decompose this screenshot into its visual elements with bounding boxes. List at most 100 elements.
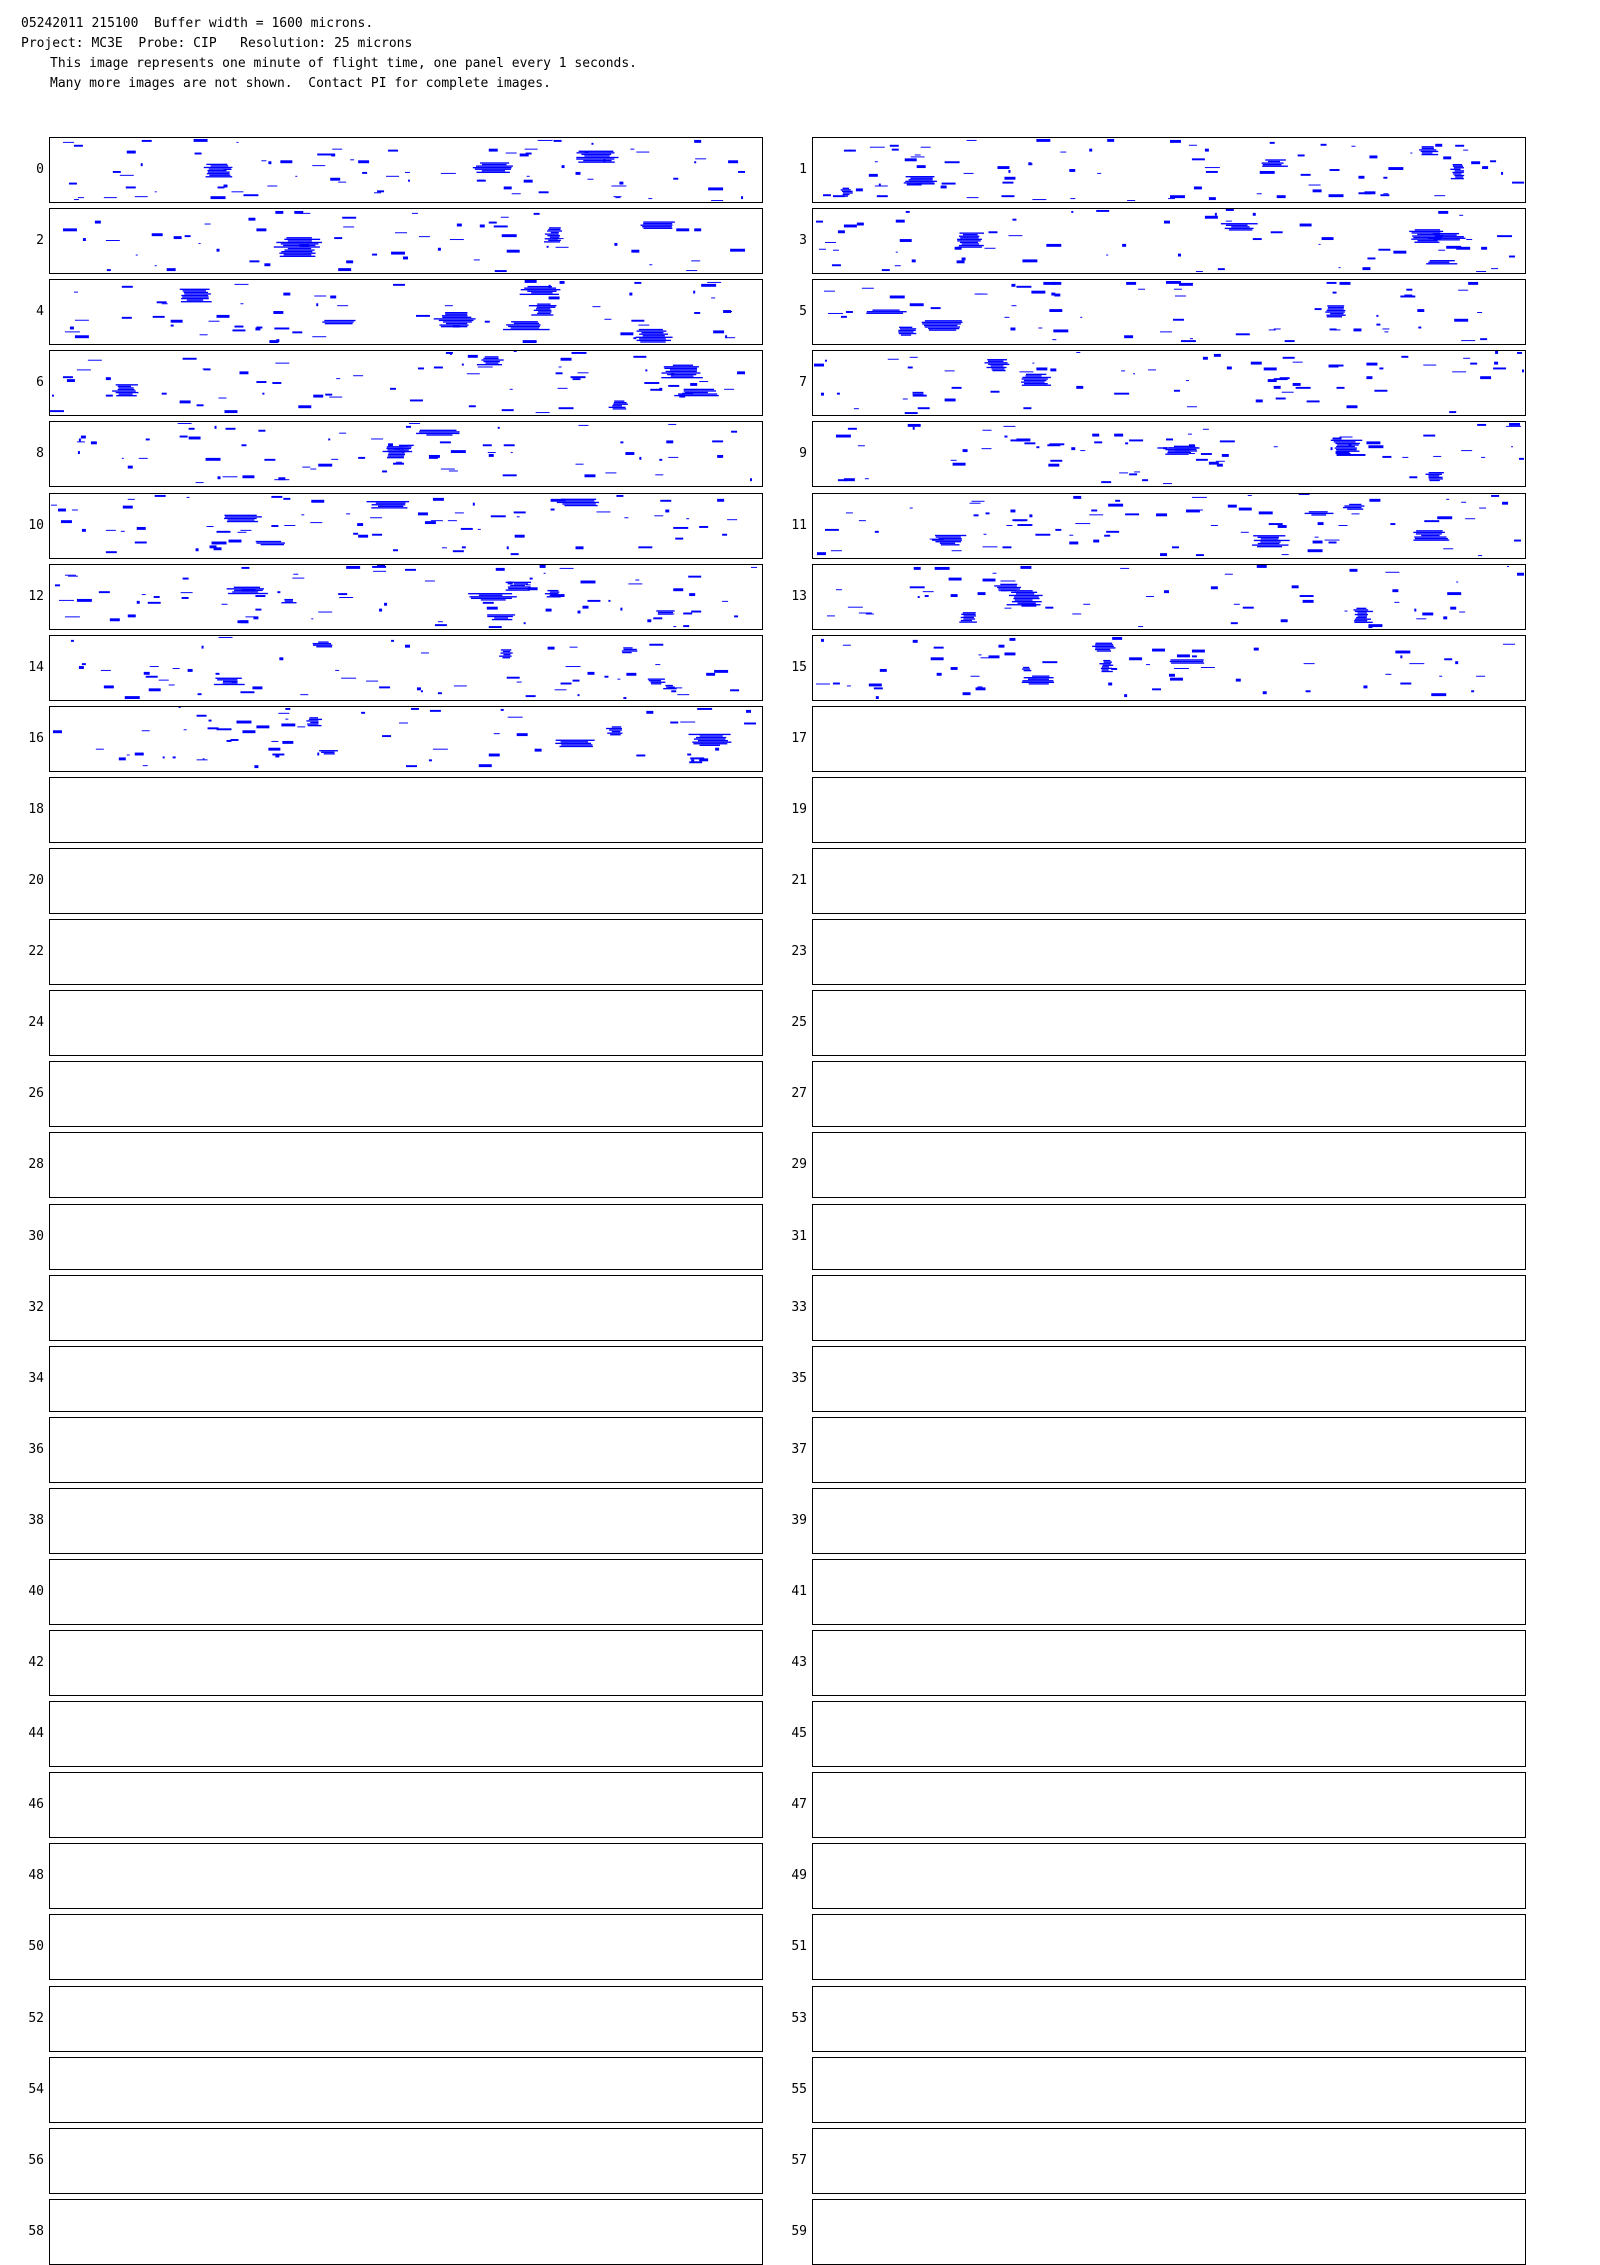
particle-cluster-line	[1165, 453, 1189, 455]
particle-cluster-line	[1022, 376, 1051, 379]
particle-streak	[861, 287, 874, 289]
particle-streak	[1437, 516, 1453, 520]
particle-streak	[488, 753, 500, 757]
particle-cluster-line	[1014, 596, 1039, 598]
particle-streak	[1320, 143, 1327, 146]
particle-cluster-line	[1356, 607, 1367, 610]
particle-streak	[268, 161, 272, 165]
particle-streak	[488, 148, 498, 152]
particle-streak	[141, 594, 146, 596]
particle-streak	[135, 254, 138, 256]
particle-cluster-line	[843, 192, 853, 194]
particle-cluster-line	[957, 238, 982, 241]
particle-streak	[1321, 237, 1334, 241]
particle-streak	[1024, 442, 1036, 445]
particle-streak	[952, 462, 966, 466]
particle-streak	[699, 758, 709, 762]
particle-streak	[516, 516, 520, 518]
particle-streak	[672, 613, 675, 615]
particle-streak	[910, 156, 925, 158]
particle-streak	[154, 494, 166, 497]
particle-streak	[1146, 664, 1151, 666]
particle-streak	[909, 507, 913, 509]
particle-streak	[1152, 648, 1166, 652]
particle-streak	[907, 366, 913, 369]
particle-cluster-line	[1167, 451, 1191, 454]
particle-cluster	[476, 356, 504, 366]
particle-cluster-line	[377, 505, 404, 507]
particle-streak	[209, 545, 217, 549]
particle-streak	[848, 149, 851, 152]
particle-cluster-line	[584, 155, 610, 157]
particle-streak	[140, 163, 143, 167]
particle-streak	[988, 655, 1000, 659]
particle-streak	[1336, 453, 1351, 456]
particle-streak	[424, 580, 435, 582]
particle-cluster-line	[287, 240, 312, 242]
particle-cluster	[994, 583, 1022, 592]
particle-image-panel	[812, 1346, 1526, 1412]
particle-cluster	[647, 678, 666, 685]
particle-streak	[245, 616, 256, 618]
particle-streak	[605, 472, 617, 474]
particle-streak	[1328, 364, 1339, 368]
particle-streak	[268, 747, 281, 751]
particle-streak	[1075, 523, 1091, 525]
particle-cluster-line	[1023, 379, 1047, 382]
particle-streak	[572, 679, 580, 682]
particle-streak	[977, 686, 983, 688]
particle-cluster-line	[1169, 447, 1199, 449]
particle-streak	[1268, 329, 1276, 331]
particle-streak	[876, 195, 888, 198]
particle-streak	[493, 225, 508, 228]
particle-cluster-line	[469, 596, 517, 598]
particle-streak	[173, 236, 182, 240]
particle-streak	[127, 498, 135, 500]
particle-streak	[1314, 536, 1319, 538]
particle-streak	[514, 534, 525, 538]
panel-number-label: 46	[28, 1797, 44, 1812]
particle-cluster-line	[643, 222, 673, 225]
particle-streak	[1447, 592, 1462, 596]
particle-streak	[103, 685, 114, 689]
particle-streak	[252, 686, 263, 690]
particle-streak	[1402, 456, 1409, 458]
particle-streak	[1108, 682, 1113, 686]
particle-cluster-line	[938, 537, 962, 540]
particle-cluster-line	[487, 614, 516, 616]
particle-cluster-line	[319, 750, 338, 752]
particle-streak	[70, 639, 74, 642]
particle-streak	[312, 165, 326, 167]
panel-number-label: 47	[791, 1797, 807, 1812]
particle-cluster-line	[1426, 263, 1458, 265]
particle-streak	[1312, 189, 1322, 193]
particle-cluster-line	[182, 296, 209, 298]
particle-streak	[121, 316, 132, 319]
particle-streak	[1188, 144, 1197, 146]
particle-streak	[992, 572, 997, 574]
particle-streak	[1230, 622, 1238, 625]
particle-cluster-line	[223, 680, 238, 683]
particle-cluster-line	[387, 455, 405, 457]
particle-streak	[1126, 281, 1137, 285]
particle-cluster-line	[663, 366, 699, 368]
particle-streak	[1385, 673, 1392, 675]
particle-streak	[1273, 328, 1281, 330]
particle-streak	[94, 220, 101, 224]
particle-streak	[418, 236, 430, 238]
particle-cluster-line	[279, 255, 316, 257]
particle-streak	[236, 720, 252, 724]
particle-streak	[956, 260, 965, 264]
particle-cluster-line	[1013, 597, 1040, 600]
particle-streak	[836, 392, 840, 395]
particle-streak	[580, 580, 596, 584]
particle-cluster-line	[1025, 375, 1042, 377]
particle-streak	[1479, 507, 1487, 509]
particle-streak	[1002, 546, 1012, 549]
particle-streak	[1324, 539, 1340, 541]
particle-streak	[630, 148, 635, 150]
particle-streak	[961, 257, 966, 261]
particle-streak	[1382, 328, 1390, 330]
particle-streak	[962, 449, 968, 453]
particle-cluster-line	[1260, 538, 1279, 540]
